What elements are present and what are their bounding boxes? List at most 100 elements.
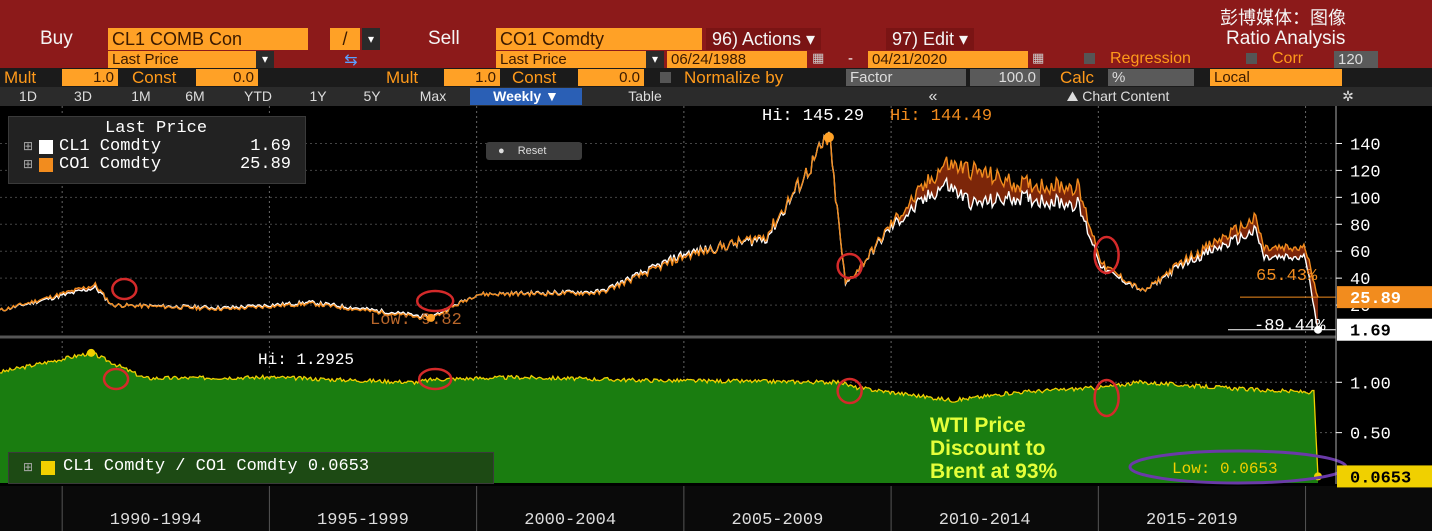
const-input[interactable]: 0.0 (196, 69, 258, 86)
end-date-input[interactable]: 04/21/2020 (868, 51, 1028, 68)
price-legend: Last Price ⊞ CL1 Comdty 1.69 ⊞ CO1 Comdt… (8, 116, 306, 184)
last-value-tag (1337, 465, 1432, 488)
hi-ratio-label: Hi: 1.2925 (258, 351, 354, 369)
x-tick-label: 2015-2019 (1146, 511, 1238, 530)
mult-input[interactable]: 1.0 (62, 69, 118, 86)
y-tick-label: 40 (1350, 271, 1370, 290)
spread-area (0, 131, 1318, 330)
highlight-circle (836, 252, 863, 280)
tab-max[interactable]: Max (419, 88, 447, 104)
series-line-ratio (0, 350, 1319, 477)
swatch-wti (39, 140, 53, 154)
mult-label-2: Mult (386, 68, 419, 87)
calc-select[interactable]: % (1108, 69, 1194, 86)
highlight-circle (415, 289, 455, 313)
buy-field-dropdown-icon[interactable]: ▾ (256, 51, 274, 68)
highlight-circle (102, 367, 130, 391)
chart-content-label: Chart Content (1082, 88, 1170, 104)
table-button[interactable]: Table (628, 88, 662, 104)
corr-input[interactable]: 120 (1334, 51, 1378, 68)
const-input-2[interactable]: 0.0 (578, 69, 644, 86)
normalize-checkbox[interactable] (660, 72, 671, 83)
normalize-label: Normalize by (684, 68, 784, 87)
sell-field-select[interactable]: Last Price (496, 51, 646, 68)
tab-1m[interactable]: 1M (131, 88, 151, 104)
x-axis-band (0, 486, 1432, 531)
reset-button[interactable]: ● Reset (486, 142, 582, 160)
legend-value-ratio: 0.0653 (307, 457, 370, 476)
tab-6m[interactable]: 6M (185, 88, 205, 104)
corr-checkbox[interactable] (1246, 53, 1257, 64)
hi-wti-label: Hi: 145.29 (762, 107, 864, 126)
tab-ytd[interactable]: YTD (244, 88, 272, 104)
start-date-input[interactable]: 06/24/1988 (667, 51, 807, 68)
legend-value-brent: 25.89 (239, 155, 291, 174)
calc-label: Calc (1060, 68, 1095, 87)
calendar-icon[interactable]: ▦ (812, 50, 825, 65)
tab-1d[interactable]: 1D (19, 88, 37, 104)
tab-1y[interactable]: 1Y (309, 88, 327, 104)
x-tick-label: 1995-1999 (317, 511, 409, 530)
ratio-area (0, 351, 1318, 483)
date-separator: - (848, 50, 853, 67)
expand-icon[interactable]: ⊞ (23, 460, 34, 474)
sell-ticker-input[interactable]: CO1 Comdty (496, 28, 702, 50)
buy-ticker-input[interactable]: CL1 COMB Con (108, 28, 308, 50)
mult-input-2[interactable]: 1.0 (444, 69, 500, 86)
price-panel (0, 131, 1319, 330)
x-tick-label: 1990-1994 (110, 511, 202, 530)
swap-icon[interactable]: ⇆ (344, 52, 358, 69)
swatch-ratio (41, 461, 55, 475)
normalize-select[interactable]: Factor (846, 69, 966, 86)
calendar-icon[interactable]: ▦ (1032, 50, 1045, 65)
page-title: Ratio Analysis (1226, 28, 1346, 49)
actions-menu[interactable]: 96) Actions ▾ (706, 28, 822, 50)
chart-content-button[interactable]: ⛰ Chart Content (1028, 88, 1208, 105)
ratio-legend: ⊞ CL1 Comdty / CO1 Comdty 0.0653 (8, 452, 494, 484)
legend-name-brent: CO1 Comdty (59, 155, 162, 174)
low-marker (427, 313, 436, 322)
expand-icon[interactable]: ⊞ (23, 157, 34, 171)
ratio-panel (0, 350, 1319, 483)
buy-field-select[interactable]: Last Price (108, 51, 258, 68)
tab-3d[interactable]: 3D (74, 88, 92, 104)
highlight-circle (111, 277, 138, 301)
y-tick-label: 120 (1350, 163, 1381, 182)
field-row: Last Price ▾ ⇆ Last Price ▾ 06/24/1988 ▦… (0, 50, 1432, 69)
operator-input[interactable]: / (330, 28, 360, 50)
edit-menu[interactable]: 97) Edit ▾ (886, 28, 975, 50)
last-value-tag (1337, 286, 1432, 309)
expand-icon[interactable]: ⊞ (23, 139, 34, 153)
collapse-icon[interactable]: « (928, 88, 938, 105)
pct-brent-label: 65.43% (1256, 267, 1318, 286)
legend-name-ratio: CL1 Comdty / CO1 Comdty (63, 457, 298, 476)
legend-title: Last Price (105, 119, 208, 138)
mult-row: Mult 1.0 Const 0.0 Mult 1.0 Const 0.0 No… (0, 68, 1432, 87)
last-value-label: 0.0653 (1350, 469, 1411, 488)
series-line-brent (0, 132, 1319, 322)
local-select[interactable]: Local (1210, 69, 1342, 86)
sell-label: Sell (428, 28, 460, 49)
buy-label: Buy (40, 28, 73, 49)
sell-field-dropdown-icon[interactable]: ▾ (646, 51, 664, 68)
last-value-label: 1.69 (1350, 323, 1391, 342)
discount-annotation: WTI Price Discount to Brent at 93% (930, 414, 1058, 483)
tab-5y[interactable]: 5Y (363, 88, 381, 104)
period-select[interactable]: Weekly ▼ (470, 88, 582, 105)
annotation-layer: Hi: 145.29 Hi: 144.49 Low: 9.82 65.43% -89.4… (87, 107, 1348, 485)
normalize-value-input[interactable]: 100.0 (970, 69, 1040, 86)
operator-dropdown-icon[interactable]: ▾ (362, 28, 380, 50)
gear-icon[interactable]: ✲ (1342, 88, 1354, 104)
y-tick-label: 80 (1350, 217, 1370, 236)
low-price-label: Low: 9.82 (370, 311, 462, 330)
regression-checkbox[interactable] (1084, 53, 1095, 64)
axes: 204060801001201400.501.001990-19941995-1… (0, 106, 1432, 531)
regression-label: Regression (1110, 50, 1191, 67)
x-tick-label: 2000-2004 (524, 511, 616, 530)
highlight-circle (417, 367, 453, 391)
highlight-circle (1093, 378, 1120, 418)
hi-ratio-marker (87, 348, 96, 357)
y-tick-label: 0.50 (1350, 426, 1391, 445)
last-wti-marker (1314, 325, 1322, 334)
y-tick-label: 1.00 (1350, 375, 1391, 394)
